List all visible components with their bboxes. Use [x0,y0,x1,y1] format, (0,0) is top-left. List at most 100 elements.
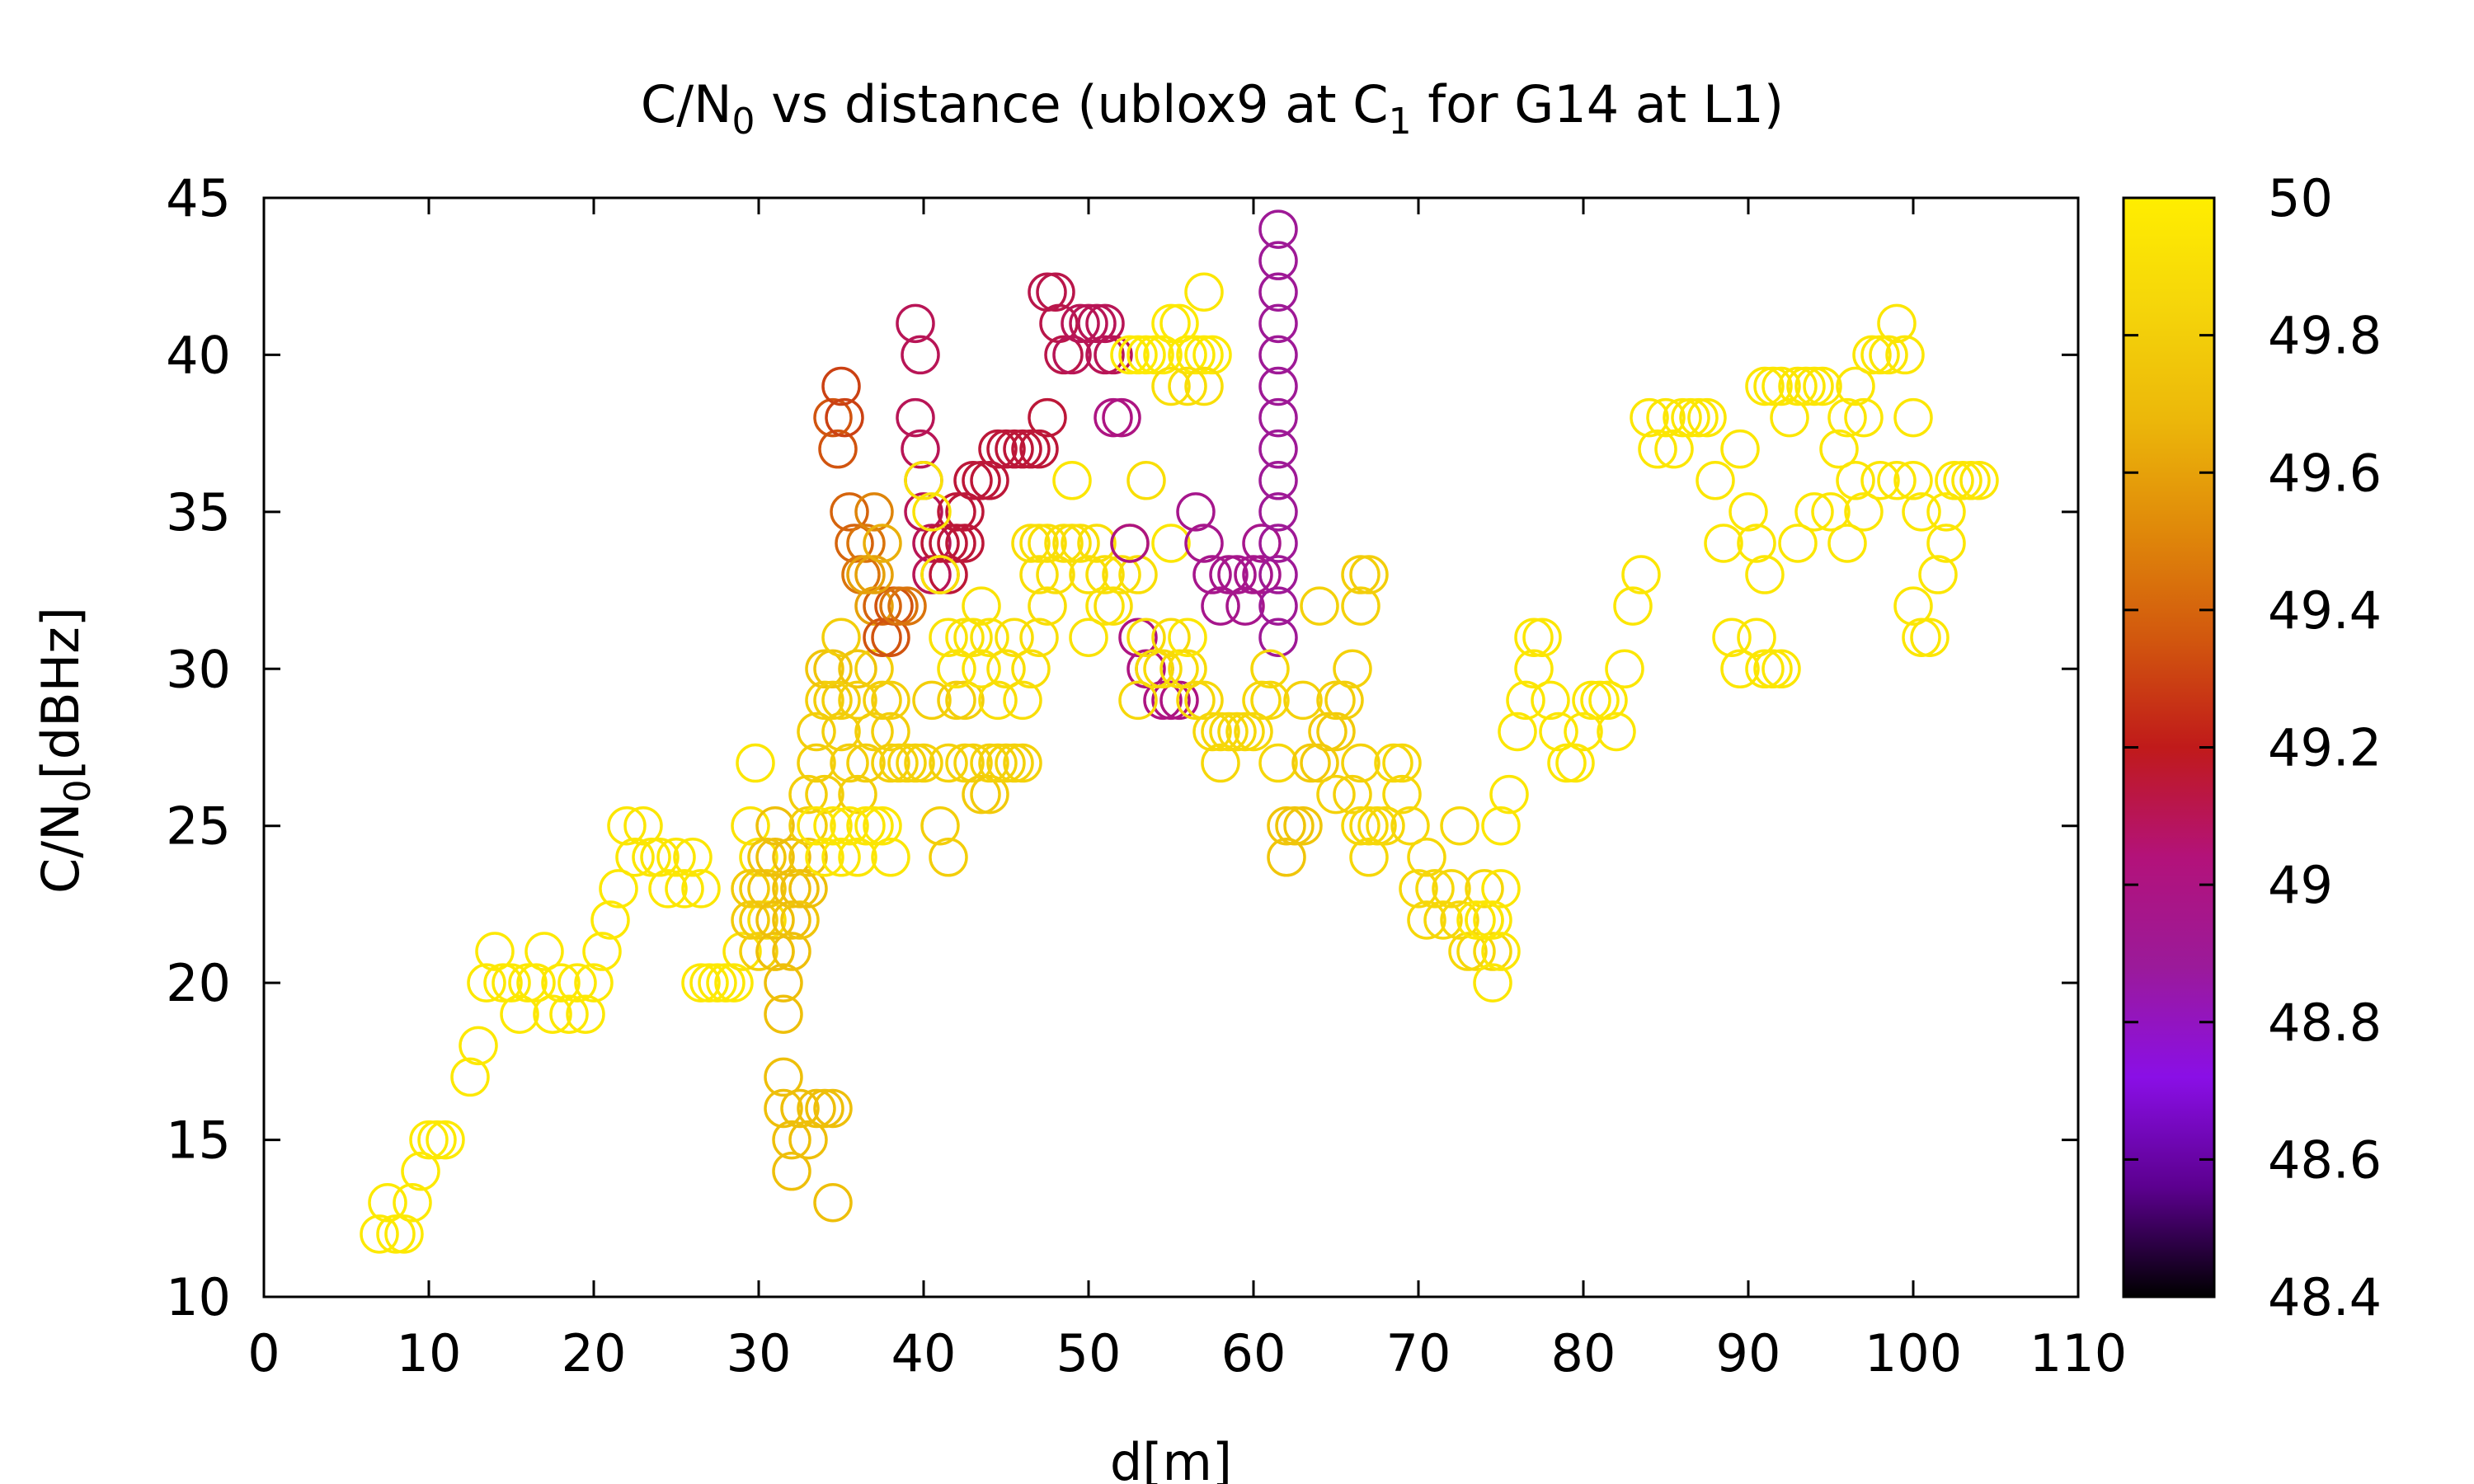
data-point [970,461,1009,500]
data-point [1720,649,1760,689]
data-point [1415,869,1455,909]
data-point [1588,680,1628,721]
data-point [937,492,976,532]
data-point [912,555,952,594]
data-point [1003,429,1042,469]
data-point [1135,335,1174,375]
data-point [533,994,572,1034]
data-point [1465,900,1504,940]
data-point [747,869,787,909]
data-point [962,461,1001,500]
data-point [1333,774,1372,815]
data-point [1646,397,1686,438]
data-point [912,492,952,532]
data-point [673,838,713,877]
data-point [590,900,630,940]
data-point [1258,586,1298,626]
data-point [871,680,910,721]
data-point [1827,397,1867,438]
x-tick-label: 60 [1221,1323,1286,1383]
data-point [1242,555,1282,594]
data-point [929,555,968,594]
data-point [1539,711,1578,752]
data-point [1341,743,1380,783]
data-point [978,429,1018,469]
data-point [1019,618,1059,657]
data-point [764,1057,803,1097]
data-point [1308,711,1348,752]
data-point [1258,397,1298,438]
data-point [648,869,688,909]
data-point [821,618,861,657]
data-point [557,963,597,1003]
data-point [887,743,927,783]
data-point [1456,932,1496,971]
data-point [459,1026,498,1066]
data-point [1283,680,1323,721]
x-axis-label: d[m] [1110,1432,1232,1484]
data-point [1291,743,1331,783]
data-point [805,838,844,877]
data-point [813,680,853,721]
colorbar-tick-label: 49.8 [2268,306,2382,366]
data-point [1580,680,1620,721]
data-point [896,397,935,438]
data-point [1456,900,1496,940]
data-point [1811,492,1851,532]
data-point [1225,586,1265,626]
data-point [1118,680,1158,721]
data-point [846,524,886,563]
data-point [1168,335,1207,375]
data-point [962,649,1001,689]
data-point [788,805,828,846]
data-point [1250,680,1290,721]
y-tick-label: 35 [166,482,231,542]
data-point [929,524,968,563]
data-point [788,838,828,877]
data-point [1184,272,1224,312]
colorbar [2122,196,2216,1298]
data-point [1242,680,1282,721]
data-point [1432,869,1471,909]
data-point [1679,397,1719,438]
data-point [450,1057,490,1097]
data-point [1621,555,1661,594]
data-point [755,932,795,971]
data-point [1143,680,1183,721]
data-point [1258,366,1298,406]
data-point [1184,335,1224,375]
data-point [1011,429,1051,469]
data-point [1201,743,1240,783]
x-axis-ticks: 0 10 20 30 40 50 60 70 80 90 100 110 [247,198,2127,1383]
data-point [1159,303,1199,344]
data-point [995,618,1034,657]
data-point [1052,524,1092,563]
data-point [1341,805,1380,846]
data-point [1926,492,1966,532]
data-point [854,492,894,532]
data-point [978,680,1018,721]
data-point [1902,618,1941,657]
data-point [1786,366,1826,406]
data-point [1877,303,1917,344]
data-point [1885,335,1925,375]
data-point [1300,586,1339,626]
data-point [813,1088,853,1129]
data-point [920,555,960,594]
data-point [970,774,1009,815]
data-point [1184,680,1224,721]
data-point [1440,805,1479,846]
data-point [1638,429,1677,469]
data-point [1357,805,1397,846]
data-point [1192,335,1232,375]
data-point [1085,303,1125,344]
y-tick-label: 15 [166,1111,231,1171]
data-point [1143,649,1183,689]
data-point [1316,680,1356,721]
data-point [1597,711,1636,752]
chart-title: C/N0 vs distance (ublox9 at C1 for G14 a… [641,74,1784,143]
data-point [574,963,614,1003]
data-point [467,963,506,1003]
data-point [731,805,770,846]
data-point [805,680,844,721]
